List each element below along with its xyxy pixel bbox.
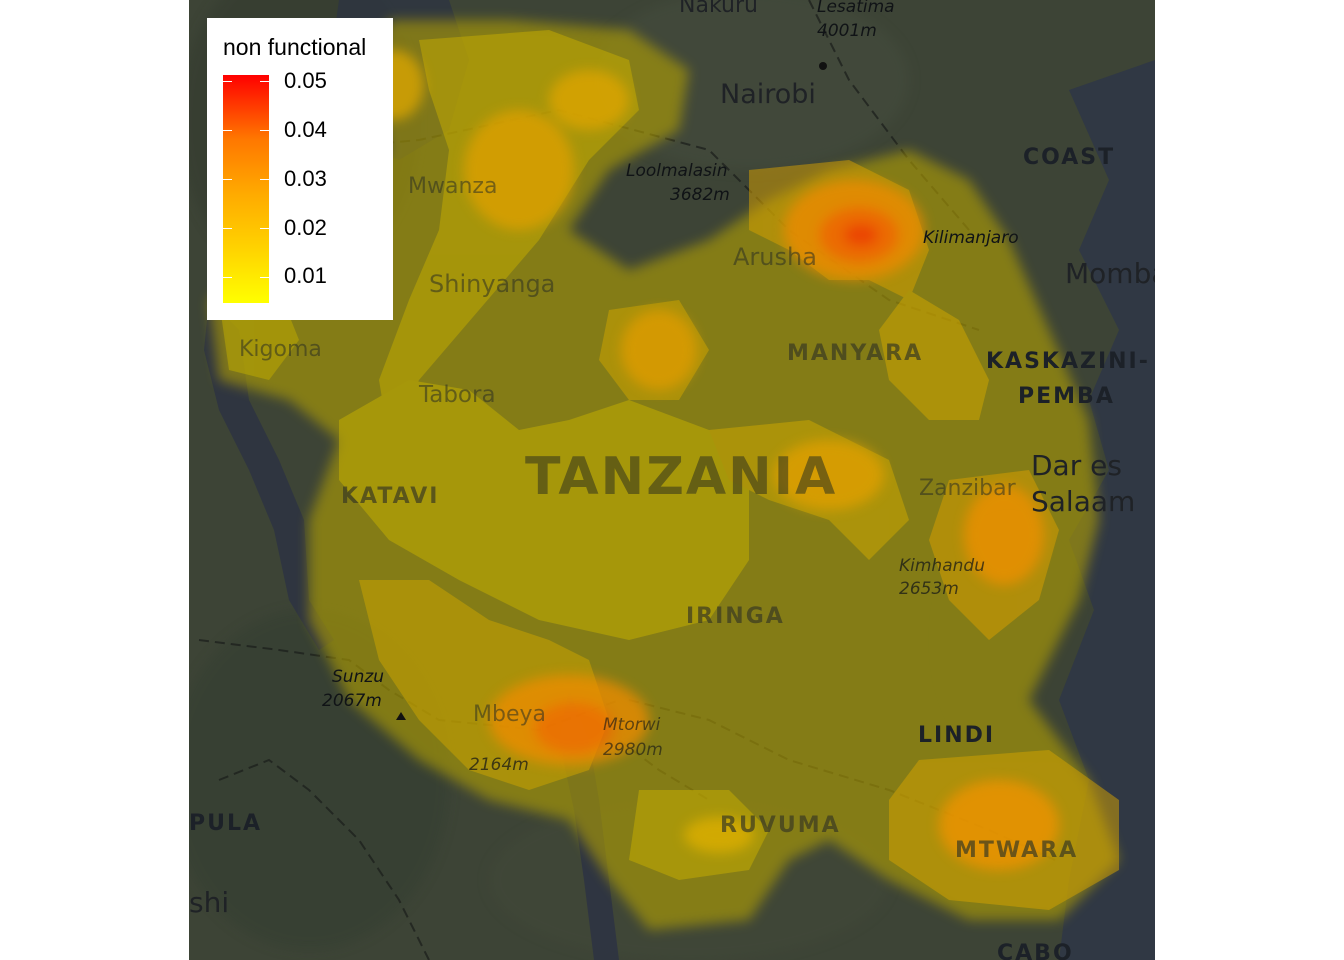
- density-overlay: [209, 20, 1119, 930]
- label-tanzania: TANZANIA: [525, 447, 837, 507]
- label-shi: shi: [189, 886, 229, 919]
- legend-tick: [260, 130, 269, 131]
- legend-tick: [223, 228, 232, 229]
- label-sunzu: Sunzu: [332, 667, 384, 687]
- legend-tick: [223, 81, 232, 82]
- label-salaam: Salaam: [1031, 485, 1135, 518]
- marker-lesatima: [819, 62, 827, 70]
- hotspot-mara: [549, 70, 629, 130]
- lake-tanganyika: [204, 300, 334, 650]
- label-coast: COAST: [1023, 145, 1115, 170]
- map-panel[interactable]: Nakuru Lesatima 4001m Nairobi COAST Lool…: [189, 0, 1155, 960]
- hotspot-mtwara: [939, 780, 1059, 870]
- legend-label-0-03: 0.03: [284, 166, 327, 191]
- hotspot-shinyanga: [464, 110, 574, 230]
- legend-label-0-02: 0.02: [284, 215, 327, 240]
- place-labels: Nakuru Lesatima 4001m Nairobi COAST Lool…: [189, 0, 1155, 960]
- hotspot-mbeya-core: [534, 702, 614, 754]
- label-pemba: PEMBA: [1018, 384, 1115, 409]
- label-lindi: LINDI: [918, 723, 995, 748]
- label-mbeya: Mbeya: [473, 702, 546, 727]
- indian-ocean: [1059, 60, 1155, 960]
- hotspot-ruvuma: [684, 817, 754, 853]
- label-kimhandu: Kimhandu: [899, 556, 985, 576]
- label-nakuru: Nakuru: [679, 0, 758, 18]
- label-cabo: CABO: [997, 941, 1074, 960]
- density-band-2-north: [379, 30, 639, 440]
- label-mtwara: MTWARA: [955, 838, 1078, 863]
- label-mwanza: Mwanza: [408, 174, 497, 199]
- label-kimhandu-elev: 2653m: [899, 579, 959, 599]
- hotspot-arusha-core: [843, 223, 879, 247]
- density-band-2-tanga: [879, 290, 989, 420]
- label-sunzu-elev: 2067m: [322, 691, 382, 711]
- legend-colorbar: [223, 75, 269, 303]
- legend-tick: [260, 81, 269, 82]
- label-lesatima: Lesatima: [817, 0, 895, 17]
- legend-label-0-05: 0.05: [284, 68, 327, 93]
- label-pula: PULA: [189, 811, 262, 836]
- label-arusha: Arusha: [733, 243, 817, 271]
- label-zanzibar: Zanzibar: [919, 476, 1017, 501]
- label-ruvuma: RUVUMA: [720, 813, 841, 838]
- legend-label-0-01: 0.01: [284, 263, 327, 288]
- legend-tick: [260, 277, 269, 278]
- label-loolmalasin: Loolmalasin: [626, 161, 727, 181]
- legend-tick: [223, 179, 232, 180]
- hotspot-singida: [621, 310, 697, 390]
- label-katavi: KATAVI: [341, 484, 439, 509]
- label-nairobi: Nairobi: [720, 79, 816, 110]
- label-mtorwi: Mtorwi: [603, 715, 661, 735]
- label-kaskazini: KASKAZINI-: [986, 349, 1150, 374]
- legend: non functional 0.05 0.04 0.03 0.02 0.01: [207, 18, 393, 320]
- legend-tick: [260, 179, 269, 180]
- legend-tick: [223, 130, 232, 131]
- legend-title: non functional: [223, 34, 367, 60]
- density-band-2-central: [339, 380, 749, 640]
- basemap: Nakuru Lesatima 4001m Nairobi COAST Lool…: [189, 0, 1155, 960]
- label-kilimanjaro: Kilimanjaro: [923, 228, 1019, 248]
- label-kigoma: Kigoma: [239, 337, 322, 362]
- legend-tick: [223, 277, 232, 278]
- label-mbeya-elev: 2164m: [469, 755, 529, 775]
- label-loolmalasin-elev: 3682m: [670, 185, 730, 205]
- label-dar-es: Dar es: [1031, 449, 1122, 482]
- label-tabora: Tabora: [418, 382, 496, 408]
- label-mtorwi-elev: 2980m: [603, 740, 663, 760]
- peak-marker-sunzu: [396, 712, 406, 720]
- label-manyara: MANYARA: [787, 341, 923, 366]
- label-shinyanga: Shinyanga: [429, 270, 555, 298]
- hotspot-morogoro: [774, 440, 884, 510]
- legend-label-0-04: 0.04: [284, 117, 327, 142]
- label-iringa: IRINGA: [686, 604, 785, 629]
- label-mombasa: Momba: [1065, 257, 1155, 290]
- label-lesatima-elev: 4001m: [817, 21, 877, 41]
- legend-tick: [260, 228, 269, 229]
- hotspot-dar: [964, 485, 1044, 585]
